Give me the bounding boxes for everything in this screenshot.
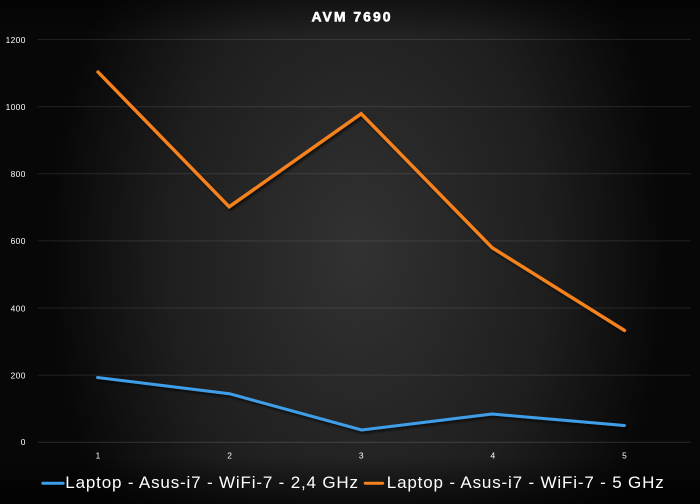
svg-text:1200: 1200 <box>6 35 26 45</box>
svg-text:2: 2 <box>227 450 232 460</box>
svg-text:200: 200 <box>11 370 26 380</box>
svg-text:0: 0 <box>21 437 26 447</box>
svg-text:Laptop - Asus-i7 - WiFi-7 - 2,: Laptop - Asus-i7 - WiFi-7 - 2,4 GHz <box>65 473 359 492</box>
svg-text:AVM 7690: AVM 7690 <box>311 9 392 25</box>
svg-text:5: 5 <box>622 450 627 460</box>
svg-text:1000: 1000 <box>6 102 26 112</box>
svg-text:Laptop - Asus-i7 - WiFi-7 - 5: Laptop - Asus-i7 - WiFi-7 - 5 GHz <box>387 473 665 492</box>
svg-text:1: 1 <box>96 450 101 460</box>
svg-text:400: 400 <box>11 303 26 313</box>
svg-text:800: 800 <box>11 169 26 179</box>
svg-text:600: 600 <box>11 236 26 246</box>
svg-text:4: 4 <box>490 450 495 460</box>
svg-text:3: 3 <box>359 450 364 460</box>
